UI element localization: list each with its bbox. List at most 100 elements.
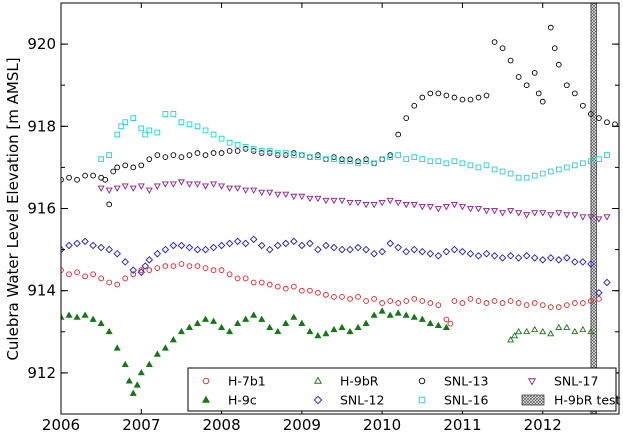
point-snl-16 [588, 158, 594, 165]
point-snl-12 [177, 241, 186, 250]
point-snl-16 [146, 127, 153, 134]
point-snl-12 [201, 245, 210, 254]
point-snl-12 [193, 245, 202, 254]
point-h-7b1 [580, 300, 586, 306]
point-snl-17 [434, 206, 442, 213]
point-h-9c [125, 377, 133, 384]
point-h-7b1 [290, 283, 297, 290]
point-snl-17 [137, 183, 145, 190]
point-snl-13 [395, 131, 402, 138]
point-snl-13 [535, 90, 542, 97]
point-snl-13 [138, 162, 145, 169]
point-snl-12 [153, 249, 162, 258]
point-h-7b1 [130, 271, 137, 278]
point-h-9c [113, 344, 121, 351]
point-snl-16 [250, 146, 257, 152]
point-snl-17 [153, 183, 161, 190]
x-tick-label: 2006 [42, 416, 80, 434]
point-h-9c [338, 323, 346, 331]
point-snl-17 [218, 183, 226, 190]
point-snl-16 [403, 156, 410, 163]
point-snl-17 [587, 214, 595, 221]
point-snl-16 [307, 154, 313, 160]
legend: H-7b1 H-9c H-9bR SNL-12 SNL-13 SNL-16 SNL-17 H-… [187, 367, 621, 412]
point-snl-13 [186, 152, 193, 158]
point-snl-12 [378, 247, 386, 256]
point-snl-13 [555, 61, 562, 68]
point-h-7b1 [194, 263, 201, 269]
point-snl-13 [234, 148, 241, 154]
point-snl-13 [475, 94, 482, 101]
point-snl-13 [61, 176, 64, 183]
point-snl-17 [515, 210, 523, 217]
legend-label: SNL-16 [444, 393, 488, 408]
point-h-9c [153, 350, 161, 357]
point-snl-12 [290, 237, 298, 246]
point-snl-12 [113, 249, 121, 258]
point-snl-13 [146, 156, 153, 163]
point-snl-12 [265, 245, 274, 254]
point-h-7b1 [90, 271, 96, 278]
legend-marker-snl-13 [418, 377, 426, 385]
point-h-9br [579, 325, 587, 333]
point-h-7b1 [74, 269, 80, 276]
point-snl-17 [523, 212, 531, 219]
point-snl-12 [587, 260, 595, 268]
point-h-7b1 [114, 281, 121, 288]
point-snl-12 [233, 237, 242, 246]
point-snl-13 [202, 152, 209, 158]
point-h-9c [218, 323, 226, 331]
point-snl-13 [178, 154, 185, 160]
legend-label: SNL-12 [340, 393, 384, 408]
point-snl-12 [97, 243, 105, 252]
point-snl-13 [323, 156, 329, 163]
point-h-7b1 [451, 298, 458, 304]
point-snl-16 [604, 152, 610, 158]
point-snl-12 [555, 256, 563, 264]
point-h-7b1 [138, 267, 145, 274]
point-snl-16 [451, 158, 458, 165]
point-snl-13 [571, 90, 578, 97]
point-snl-12 [410, 245, 419, 254]
point-snl-12 [81, 237, 89, 246]
point-h-7b1 [515, 300, 522, 306]
point-h-9c [169, 336, 177, 343]
point-snl-16 [331, 156, 337, 163]
point-h-7b1 [499, 300, 506, 306]
point-snl-16 [234, 141, 241, 148]
point-h-7b1 [299, 287, 305, 294]
point-snl-12 [394, 243, 402, 252]
point-snl-17 [322, 197, 330, 205]
point-snl-12 [506, 252, 515, 260]
point-snl-16 [411, 154, 418, 160]
point-snl-17 [354, 199, 362, 207]
point-snl-12 [418, 247, 427, 256]
point-snl-12 [282, 239, 290, 248]
point-h-9c [394, 309, 402, 316]
legend-label: H-7b1 [228, 374, 266, 389]
point-snl-12 [354, 243, 362, 252]
x-tick-label: 2010 [363, 416, 401, 434]
legend-label: H-9bR [340, 374, 379, 389]
point-h-9c [410, 313, 418, 320]
point-snl-17 [226, 185, 234, 192]
legend-label: H-9c [228, 393, 257, 408]
point-snl-12 [322, 241, 330, 250]
point-snl-17 [450, 202, 458, 209]
point-snl-13 [483, 92, 490, 99]
point-h-7b1 [282, 285, 289, 292]
point-h-7b1 [274, 283, 281, 290]
point-snl-17 [193, 181, 202, 188]
point-h-9c [61, 313, 65, 320]
point-snl-16 [459, 160, 466, 167]
y-tick-label: 912 [27, 364, 56, 382]
point-h-7b1 [523, 302, 530, 308]
point-snl-16 [299, 152, 305, 158]
point-snl-16 [531, 172, 538, 179]
point-snl-13 [82, 172, 88, 179]
point-h-7b1 [186, 263, 193, 269]
point-snl-17 [563, 212, 571, 219]
point-snl-16 [202, 127, 209, 134]
point-snl-12 [571, 258, 579, 266]
